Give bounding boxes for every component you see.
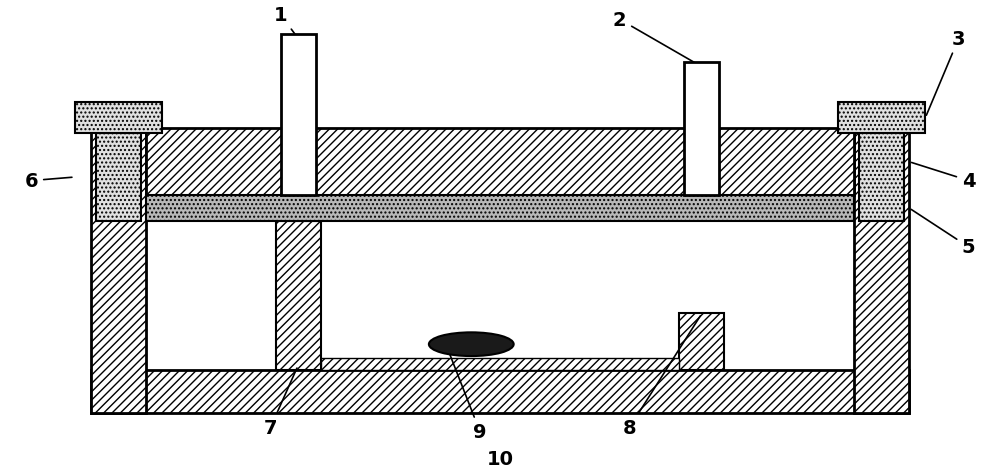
Text: 9: 9 <box>447 347 487 442</box>
Text: 5: 5 <box>911 210 976 257</box>
Bar <box>838 103 925 134</box>
Bar <box>146 196 854 221</box>
Text: 7: 7 <box>264 368 297 437</box>
Bar <box>281 35 316 196</box>
Text: 10: 10 <box>486 448 514 467</box>
Bar <box>684 63 719 196</box>
Bar <box>75 103 162 134</box>
Text: 3: 3 <box>926 30 965 116</box>
Bar <box>91 370 909 413</box>
Text: 8: 8 <box>623 316 700 437</box>
Text: 1: 1 <box>274 6 296 37</box>
Text: 6: 6 <box>24 172 72 191</box>
Bar <box>146 129 854 196</box>
Text: 4: 4 <box>912 163 976 191</box>
Bar <box>859 134 904 221</box>
Bar <box>320 359 679 370</box>
Bar <box>276 221 321 370</box>
Text: 2: 2 <box>613 11 700 66</box>
Bar <box>96 134 141 221</box>
Bar <box>320 314 679 359</box>
Bar <box>91 129 146 413</box>
Bar <box>679 314 724 370</box>
Ellipse shape <box>429 333 514 357</box>
Bar <box>854 129 909 413</box>
